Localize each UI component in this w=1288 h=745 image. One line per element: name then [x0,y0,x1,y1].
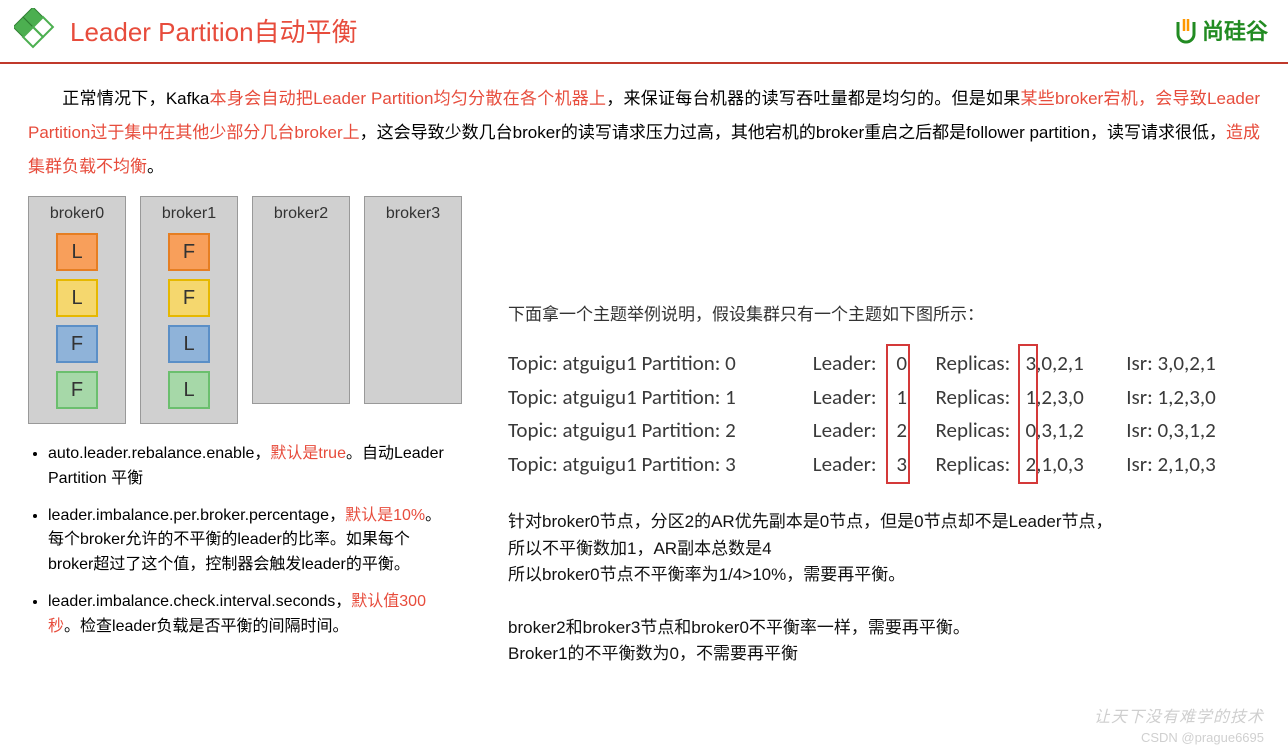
right-column: 下面拿一个主题举例说明，假设集群只有一个主题如下图所示： Topic: atgu… [488,192,1260,667]
topic-table: Topic: atguigu1 Partition: 0 Leader:0 Re… [508,347,1260,481]
para-r1: 本身会自动把Leader Partition均匀分散在各个机器上 [209,89,606,108]
para-t1: 正常情况下，Kafka [62,89,209,108]
bullet-1: auto.leader.rebalance.enable，默认是true。自动L… [48,442,488,492]
broker0-slot2: F [56,325,98,363]
watermark-text: 让天下没有难学的技术 [1094,703,1264,727]
content: broker0 L L F F broker1 F F L L broker2 … [0,192,1288,667]
broker-0-label: broker0 [50,205,104,223]
topic-row-2: Topic: atguigu1 Partition: 2 Leader:2 Re… [508,414,1260,448]
broker1-slot0: F [168,233,210,271]
broker1-slot2: L [168,325,210,363]
broker0-slot0: L [56,233,98,271]
logo-right-text: 尚硅谷 [1202,14,1268,46]
broker-0: broker0 L L F F [28,196,126,424]
analysis-l3: 所以broker0节点不平衡率为1/4>10%，需要再平衡。 [508,562,1260,588]
analysis-block: 针对broker0节点，分区2的AR优先副本是0节点，但是0节点却不是Leade… [508,509,1260,667]
broker-3: broker3 [364,196,462,404]
broker-1-label: broker1 [162,205,216,223]
broker0-slot1: L [56,279,98,317]
intro-paragraph: 正常情况下，Kafka本身会自动把Leader Partition均匀分散在各个… [0,64,1288,192]
logo-right: 尚硅谷 [1172,14,1268,46]
logo-right-icon [1172,16,1200,44]
bullet-2: leader.imbalance.per.broker.percentage，默… [48,504,488,578]
header-left: Leader Partition自动平衡 [14,8,358,52]
analysis-l5: Broker1的不平衡数为0，不需要再平衡 [508,641,1260,667]
broker-2: broker2 [252,196,350,404]
broker-3-label: broker3 [386,205,440,223]
csdn-credit: CSDN @prague6695 [1141,730,1264,745]
header: Leader Partition自动平衡 尚硅谷 [0,0,1288,64]
example-intro: 下面拿一个主题举例说明，假设集群只有一个主题如下图所示： [508,300,1260,325]
broker1-slot3: L [168,371,210,409]
para-t2: ，来保证每台机器的读写吞吐量都是均匀的。但是如果 [606,89,1020,108]
topic-row-3: Topic: atguigu1 Partition: 3 Leader:3 Re… [508,448,1260,482]
para-t3: ，这会导致少数几台broker的读写请求压力过高，其他宕机的broker重启之后… [360,123,1226,142]
config-bullets: auto.leader.rebalance.enable，默认是true。自动L… [28,442,488,640]
analysis-l1: 针对broker0节点，分区2的AR优先副本是0节点，但是0节点却不是Leade… [508,509,1260,535]
topic-row-0: Topic: atguigu1 Partition: 0 Leader:0 Re… [508,347,1260,381]
topic-table-wrap: Topic: atguigu1 Partition: 0 Leader:0 Re… [508,347,1260,481]
broker1-slot1: F [168,279,210,317]
broker-2-label: broker2 [274,205,328,223]
analysis-l2: 所以不平衡数加1，AR副本总数是4 [508,536,1260,562]
brokers-diagram: broker0 L L F F broker1 F F L L broker2 … [28,196,488,424]
left-column: broker0 L L F F broker1 F F L L broker2 … [28,192,488,667]
analysis-l4: broker2和broker3节点和broker0不平衡率一样，需要再平衡。 [508,615,1260,641]
broker0-slot3: F [56,371,98,409]
topic-row-1: Topic: atguigu1 Partition: 1 Leader:1 Re… [508,381,1260,415]
logo-left-icon [14,8,58,52]
broker-1: broker1 F F L L [140,196,238,424]
bullet-3: leader.imbalance.check.interval.seconds，… [48,590,488,640]
page-title: Leader Partition自动平衡 [70,12,358,49]
